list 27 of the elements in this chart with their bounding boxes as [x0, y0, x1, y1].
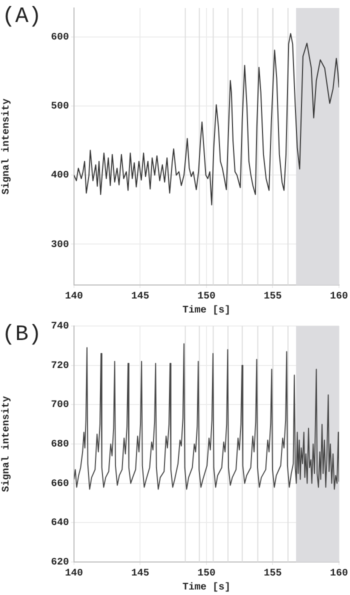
x-tick-label: 155: [264, 568, 282, 580]
x-tick-label: 145: [131, 568, 150, 580]
y-tick-label: 640: [50, 518, 69, 530]
y-axis-title: Signal intensity: [0, 396, 13, 492]
x-tick-label: 160: [330, 292, 348, 303]
y-tick-label: 500: [50, 102, 69, 113]
y-axis-title: Signal intensity: [0, 98, 13, 195]
y-tick-label: 400: [50, 170, 69, 182]
chart-title: (B): [2, 322, 42, 347]
y-tick-label: 600: [50, 32, 69, 44]
x-tick-label: 140: [64, 292, 84, 303]
x-tick-label: 150: [197, 292, 216, 303]
x-tick-label: 150: [197, 568, 216, 580]
y-tick-label: 660: [50, 478, 69, 490]
y-tick-label: 740: [50, 322, 69, 333]
y-tick-label: 300: [50, 240, 69, 251]
x-axis-title: Time [s]: [182, 304, 231, 317]
y-tick-label: 720: [50, 360, 69, 372]
x-tick-label: 160: [330, 568, 348, 580]
y-tick-label: 680: [50, 440, 69, 451]
y-tick-label: 620: [50, 558, 69, 569]
x-tick-label: 140: [64, 568, 84, 580]
chart-title: (A): [2, 4, 42, 29]
x-tick-label: 145: [131, 292, 150, 303]
y-tick-label: 700: [50, 400, 69, 412]
x-tick-label: 155: [264, 292, 282, 303]
x-axis-title: Time [s]: [182, 582, 231, 594]
